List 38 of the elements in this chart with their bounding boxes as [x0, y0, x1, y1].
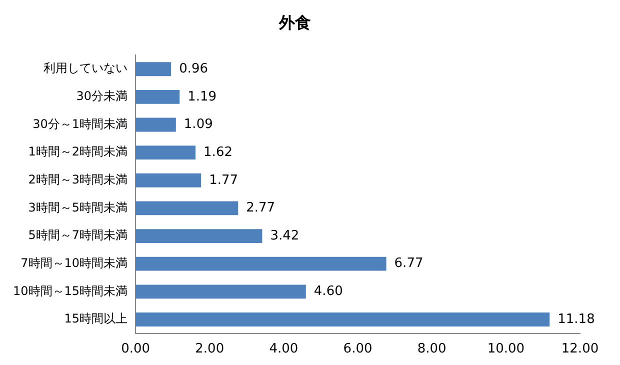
y-tick-label: 30分未満 [76, 89, 128, 104]
y-tick-label: 5時間～7時間未満 [28, 228, 128, 242]
y-tick-label: 10時間～15時間未満 [12, 284, 128, 298]
x-tick-label: 12.00 [561, 342, 599, 357]
bar [136, 312, 550, 326]
bar [136, 229, 262, 243]
x-tick-label: 6.00 [343, 342, 372, 357]
y-tick-label: 1時間～2時間未満 [28, 144, 128, 159]
data-label: 1.19 [188, 89, 217, 104]
data-label: 11.18 [558, 312, 595, 327]
bar [136, 62, 172, 76]
x-tick-label: 2.00 [195, 342, 224, 357]
bar [136, 173, 202, 188]
x-tick-label: 10.00 [487, 342, 525, 357]
bar [136, 284, 306, 299]
data-label: 1.09 [184, 117, 213, 132]
bar [136, 201, 238, 216]
data-label: 3.42 [270, 228, 300, 244]
data-label: 6.77 [394, 256, 424, 272]
bar [136, 90, 180, 104]
y-tick-label: 7時間～10時間未満 [20, 256, 128, 270]
data-label: 0.96 [179, 61, 208, 76]
y-tick-label: 3時間～5時間未満 [28, 200, 128, 214]
bar [136, 118, 176, 132]
y-tick-label: 15時間以上 [64, 312, 128, 326]
x-tick-label: 0.00 [121, 342, 150, 357]
y-tick-label: 2時間～3時間未満 [28, 172, 128, 187]
bar [136, 256, 386, 271]
data-label: 2.77 [246, 200, 276, 216]
x-tick-label: 4.00 [269, 342, 298, 357]
y-tick-label: 30分～1時間未満 [32, 116, 128, 131]
data-label: 1.62 [204, 144, 232, 160]
data-label: 1.77 [209, 172, 238, 188]
chart-title: 外食 [278, 12, 311, 32]
x-tick-label: 8.00 [417, 342, 446, 357]
data-label: 4.60 [314, 284, 343, 300]
bar [136, 146, 196, 160]
y-tick-label: 利用していない [44, 61, 128, 76]
